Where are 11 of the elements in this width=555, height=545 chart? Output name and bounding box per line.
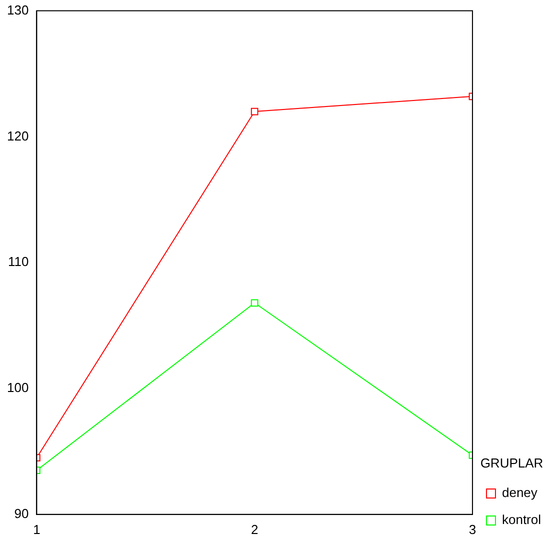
x-tick-label: 2: [250, 522, 258, 537]
y-tick-label: 130: [6, 2, 29, 18]
legend-label: kontrol: [502, 512, 542, 528]
y-tick-label: 110: [8, 254, 29, 270]
y-tick-label: 90: [14, 506, 29, 521]
legend-label: deney: [502, 485, 538, 500]
legend-title: GRUPLAR: [480, 455, 544, 470]
x-tick-label: 3: [468, 522, 476, 537]
x-tick-label: 1: [33, 522, 40, 537]
y-tick-label: 100: [6, 380, 29, 396]
y-tick-label: 120: [6, 128, 29, 144]
